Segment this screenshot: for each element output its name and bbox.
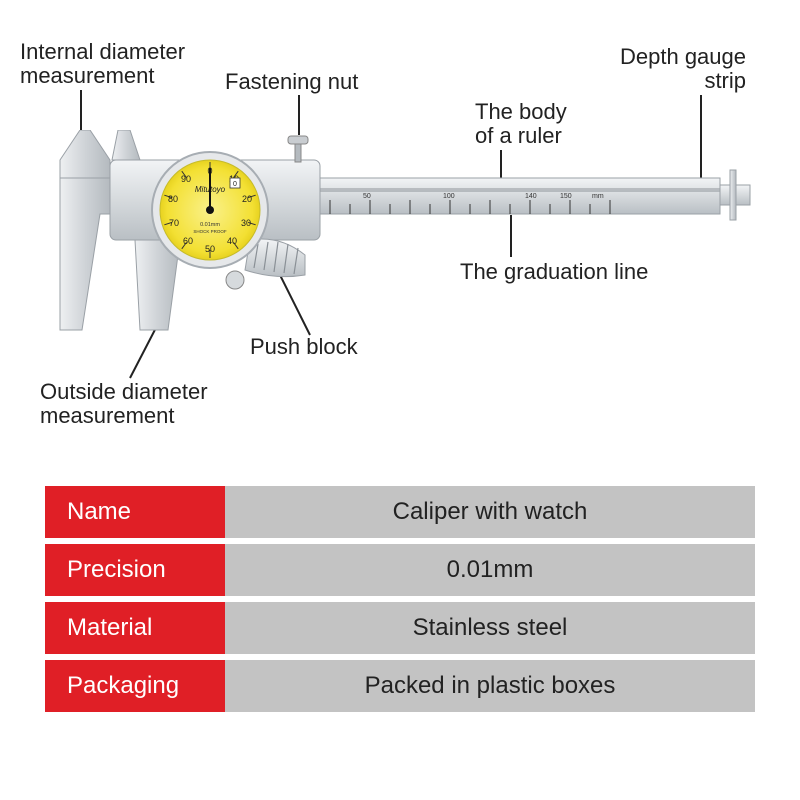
- fixed-jaw-upper: [60, 130, 110, 178]
- spec-label-name: Name: [45, 486, 225, 538]
- spec-label-packaging: Packaging: [45, 660, 225, 712]
- label-internal-diameter: Internal diameter measurement: [20, 40, 185, 88]
- spec-label-material: Material: [45, 602, 225, 654]
- pointer-fastening: [298, 95, 300, 135]
- spec-value-packaging: Packed in plastic boxes: [225, 660, 755, 712]
- dial-num-80: 80: [168, 194, 178, 204]
- caliper-illustration: 50 100 140 150 mm: [40, 130, 760, 380]
- dial-num-40: 40: [227, 236, 237, 246]
- label-depth-gauge: Depth gauge strip: [620, 45, 746, 93]
- svg-text:0: 0: [233, 181, 237, 188]
- dial-num-20: 20: [242, 194, 252, 204]
- dial-num-50: 50: [205, 244, 215, 254]
- spec-row-material: Material Stainless steel: [45, 602, 755, 654]
- spec-row-packaging: Packaging Packed in plastic boxes: [45, 660, 755, 712]
- spec-table: Name Caliper with watch Precision 0.01mm…: [45, 480, 755, 718]
- label-fastening-nut: Fastening nut: [225, 70, 358, 94]
- fixed-jaw-lower: [60, 178, 110, 330]
- svg-text:140: 140: [525, 193, 537, 200]
- dial-num-60: 60: [183, 236, 193, 246]
- spec-row-precision: Precision 0.01mm: [45, 544, 755, 596]
- spec-value-name: Caliper with watch: [225, 486, 755, 538]
- spec-value-precision: 0.01mm: [225, 544, 755, 596]
- spec-value-material: Stainless steel: [225, 602, 755, 654]
- spec-label-precision: Precision: [45, 544, 225, 596]
- dial-num-90: 90: [181, 174, 191, 184]
- svg-text:0.01mm: 0.01mm: [200, 222, 220, 228]
- diagram-area: Internal diameter measurement Fastening …: [0, 30, 800, 450]
- sliding-jaw-upper: [112, 130, 140, 160]
- svg-text:SHOCK PROOF: SHOCK PROOF: [193, 229, 227, 234]
- pointer-internal: [80, 90, 82, 135]
- svg-text:150: 150: [560, 193, 572, 200]
- spec-row-name: Name Caliper with watch: [45, 486, 755, 538]
- dial-num-70: 70: [169, 218, 179, 228]
- fastening-nut-icon: [288, 136, 308, 162]
- dial-gauge: 0 10 20 30 40 50 60 70 80 90 Mitutoyo 0 …: [152, 152, 268, 268]
- svg-text:mm: mm: [592, 193, 604, 200]
- svg-text:50: 50: [363, 193, 371, 200]
- dial-num-30: 30: [241, 218, 251, 228]
- svg-text:100: 100: [443, 193, 455, 200]
